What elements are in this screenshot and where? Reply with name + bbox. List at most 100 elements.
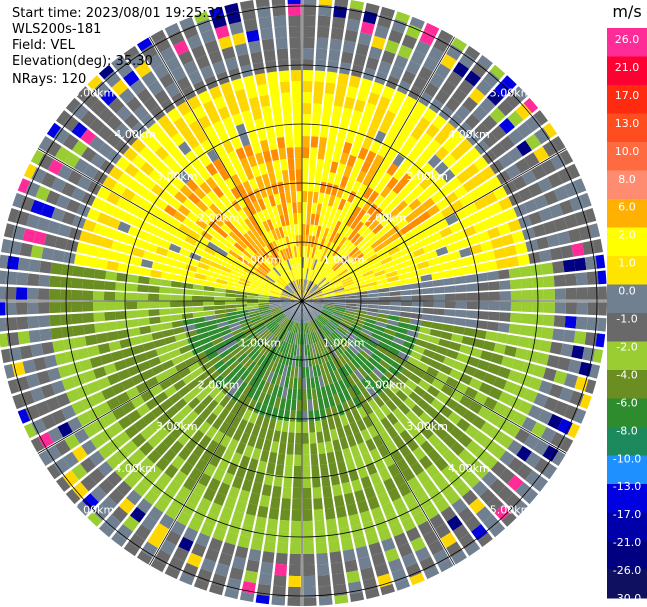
range-gate (243, 358, 254, 370)
range-gate (236, 393, 247, 406)
range-gate (305, 268, 309, 280)
range-gate (465, 163, 480, 178)
range-gate (367, 301, 379, 305)
range-gate (350, 445, 361, 458)
range-gate (174, 332, 187, 342)
range-gate (516, 140, 532, 157)
range-gate (439, 226, 453, 238)
range-gate (513, 384, 528, 399)
range-gate (277, 315, 287, 325)
range-gate (302, 293, 311, 301)
range-gate (288, 247, 293, 259)
range-gate (304, 322, 307, 334)
range-gate (310, 136, 319, 148)
range-gate (219, 194, 231, 207)
range-gate (312, 295, 324, 299)
range-gate (271, 485, 282, 498)
range-gate (327, 320, 338, 329)
range-gate (361, 227, 372, 239)
range-gate (179, 126, 194, 141)
range-gate (307, 322, 313, 333)
range-gate (102, 176, 117, 191)
range-gate (117, 221, 131, 234)
range-gate (241, 110, 253, 123)
range-gate (260, 247, 270, 259)
range-gate (442, 434, 457, 449)
range-gate (235, 465, 247, 479)
colorbar-swatch (607, 227, 647, 257)
range-gate (247, 298, 259, 301)
range-gate (419, 355, 433, 366)
range-gate (483, 396, 498, 411)
ring-label: 2.00km (365, 212, 407, 225)
range-gate (167, 479, 182, 495)
range-gate (573, 257, 587, 272)
range-gate (251, 319, 263, 326)
range-gate (148, 122, 163, 137)
range-gate (299, 344, 302, 356)
range-gate (332, 245, 341, 257)
range-gate (353, 235, 364, 247)
range-gate (188, 192, 201, 205)
range-gate (147, 53, 164, 70)
range-gate (354, 489, 366, 503)
range-gate (288, 564, 301, 576)
range-gate (328, 194, 336, 207)
range-gate (278, 263, 286, 274)
ring-label: 1.00km (239, 253, 281, 266)
range-gate (291, 322, 297, 333)
range-gate (274, 281, 285, 289)
range-gate (314, 409, 321, 422)
range-gate (291, 298, 302, 301)
range-gate (155, 371, 169, 383)
range-gate (236, 183, 247, 196)
range-gate (469, 347, 483, 358)
range-gate (269, 304, 281, 308)
range-gate (346, 215, 356, 227)
range-gate (377, 144, 390, 158)
range-gate (370, 332, 383, 341)
range-gate (389, 291, 401, 296)
range-gate (197, 235, 210, 246)
range-gate (288, 169, 296, 181)
range-gate (165, 405, 179, 419)
range-gate (477, 532, 493, 547)
range-gate (409, 16, 425, 30)
range-gate (276, 453, 286, 465)
range-gate (134, 524, 152, 541)
range-gate (367, 203, 378, 216)
range-gate (248, 310, 260, 315)
range-gate (275, 351, 283, 363)
range-gate (374, 562, 390, 577)
range-gate (258, 294, 270, 298)
range-gate (489, 522, 506, 538)
range-gate (300, 290, 302, 301)
range-gate (324, 338, 332, 349)
range-gate (280, 431, 288, 444)
range-gate (293, 268, 298, 280)
range-gate (323, 303, 335, 306)
range-gate (321, 311, 332, 318)
range-gate (341, 481, 353, 495)
range-gate (281, 305, 292, 310)
range-gate (465, 424, 480, 439)
range-gate (312, 476, 321, 488)
range-gate (564, 316, 577, 329)
range-gate (253, 401, 263, 414)
range-gate (480, 421, 496, 436)
range-gate (302, 410, 308, 423)
range-gate (550, 153, 566, 170)
range-gate (368, 542, 383, 556)
range-gate (284, 272, 291, 283)
range-gate (343, 257, 354, 267)
range-gate (365, 281, 378, 287)
range-gate (323, 294, 335, 298)
range-gate (214, 444, 227, 458)
range-gate (178, 141, 192, 156)
range-gate (514, 347, 528, 360)
range-gate (372, 328, 384, 337)
colorbar-tick: -6.0 (616, 396, 637, 409)
range-gate (242, 180, 253, 193)
range-gate (222, 239, 234, 249)
range-gate (299, 301, 302, 312)
